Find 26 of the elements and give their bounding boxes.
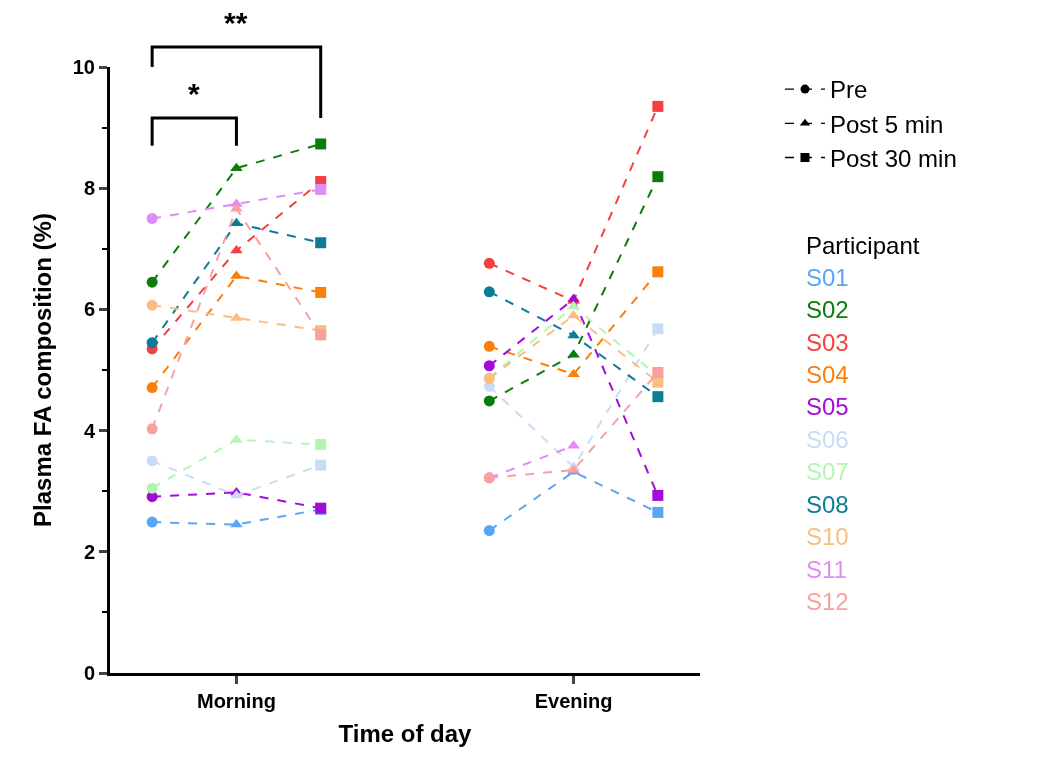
legend-title: Participant [806,232,920,259]
y-tick-label: 10 [72,56,95,78]
text: S04 [806,361,849,388]
text: S05 [806,393,849,420]
text: ** [224,6,248,39]
y-tick-label: 8 [83,177,95,200]
y-tick-label: 6 [83,298,95,321]
y-tick-label: 0 [83,662,95,684]
legend-label: Pre [830,76,868,104]
y-axis-title: Plasma FA composition (%) [28,213,56,527]
y-tick-label: 2 [83,540,95,563]
text: S01 [806,264,849,291]
text: S12 [806,588,849,615]
text: S11 [806,556,847,583]
text: S10 [806,523,849,550]
y-tick-label: 4 [83,419,96,442]
legend-label: Post 30 min [830,144,957,172]
x-tick-label: Morning [196,690,276,712]
text: S03 [806,329,849,356]
legend-label: Post 5 min [830,110,944,138]
x-tick-label: Evening [534,690,613,712]
x-axis-title: Time of day [338,720,473,748]
text: S08 [806,491,849,518]
annotation: * [188,77,200,110]
text: S07 [806,458,849,485]
text: S02 [806,296,849,323]
